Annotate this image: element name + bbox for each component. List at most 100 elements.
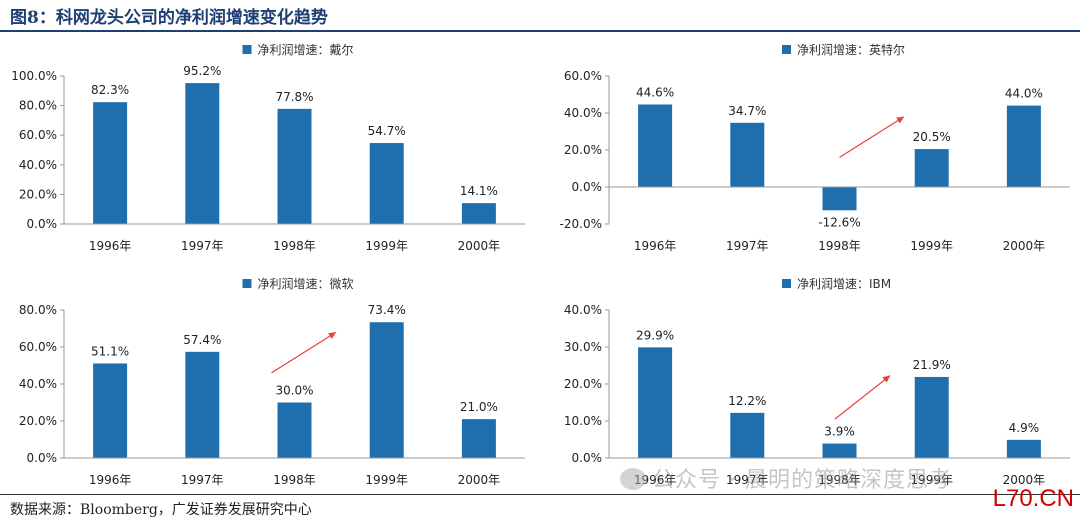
legend-swatch — [782, 45, 791, 54]
legend: 净利润增速：英特尔 — [782, 42, 905, 57]
y-tick-label: -20.0% — [560, 217, 602, 231]
data-label: 34.7% — [728, 104, 766, 118]
y-tick-label: 60.0% — [19, 340, 57, 354]
legend: 净利润增速：戴尔 — [242, 42, 354, 57]
bar — [1006, 439, 1041, 458]
data-label: 14.1% — [460, 184, 498, 198]
legend-label: 净利润增速：戴尔 — [258, 42, 354, 57]
bar — [277, 402, 312, 458]
chart-dell: 净利润增速：戴尔 0.0% 20.0% 40.0% 60.0% 80.0% 100.0% 82… — [0, 36, 535, 260]
x-tick-label: 1998年 — [818, 473, 861, 487]
x-tick-label: 1999年 — [365, 473, 408, 487]
x-tick-label: 1999年 — [910, 239, 953, 253]
y-tick-label: 40.0% — [564, 106, 602, 120]
y-tick-label: 80.0% — [19, 99, 57, 113]
y-tick-label: 40.0% — [564, 303, 602, 317]
bar — [369, 322, 404, 458]
bar — [461, 203, 496, 224]
x-tick-label: 1997年 — [726, 239, 769, 253]
trend-arrow-head — [896, 116, 905, 124]
bar — [369, 143, 404, 224]
data-label: 57.4% — [183, 333, 221, 347]
bar — [1006, 105, 1041, 187]
bar — [185, 83, 220, 224]
bar — [822, 443, 857, 458]
legend: 净利润增速：微软 — [242, 277, 354, 291]
data-label: 3.9% — [824, 425, 855, 439]
y-tick-label: 60.0% — [19, 128, 57, 142]
bar — [461, 419, 496, 458]
bar — [914, 149, 949, 187]
title-rule — [0, 30, 1080, 32]
bar — [185, 351, 220, 458]
y-tick-label: 20.0% — [19, 187, 57, 201]
chart-ibm: 净利润增速：IBM 0.0% 10.0% 20.0% 30.0% 40.0% 29.9% 12… — [545, 270, 1080, 494]
y-tick-label: 10.0% — [564, 414, 602, 428]
source-note: 数据来源：Bloomberg，广发证券发展研究中心 — [10, 502, 312, 518]
wechat-icon — [620, 468, 646, 490]
data-label: 30.0% — [275, 384, 313, 398]
x-tick-label: 1996年 — [634, 239, 677, 253]
x-tick-label: 2000年 — [458, 239, 501, 253]
bar — [730, 412, 765, 458]
x-tick-label: 1996年 — [89, 473, 132, 487]
x-tick-label: 2000年 — [458, 473, 501, 487]
trend-arrow-shaft — [834, 375, 891, 420]
data-label: 95.2% — [183, 64, 221, 78]
data-label: 82.3% — [91, 83, 129, 97]
x-tick-label: 1997年 — [181, 473, 224, 487]
bar — [93, 363, 128, 458]
data-label: 21.9% — [913, 358, 951, 372]
y-tick-label: 20.0% — [19, 414, 57, 428]
site-mark: L70.CN — [992, 485, 1074, 512]
trend-arrow-head — [882, 375, 891, 383]
y-tick-label: 40.0% — [19, 377, 57, 391]
watermark: 公众号 · 晨明的策略深度思考 — [620, 462, 952, 494]
data-label: 29.9% — [636, 328, 674, 342]
legend-swatch — [782, 279, 791, 288]
x-tick-label: 1997年 — [726, 473, 769, 487]
x-tick-label: 1998年 — [818, 239, 861, 253]
bar — [730, 122, 765, 187]
y-tick-label: 0.0% — [572, 451, 603, 465]
legend: 净利润增速：IBM — [782, 277, 891, 291]
x-tick-label: 2000年 — [1003, 239, 1046, 253]
data-label: 77.8% — [275, 90, 313, 104]
trend-arrow — [271, 331, 337, 374]
data-label: 54.7% — [368, 124, 406, 138]
x-tick-label: 1999年 — [365, 239, 408, 253]
chart-svg: 净利润增速：IBM 0.0% 10.0% 20.0% 30.0% 40.0% 29.9% 12… — [564, 277, 1070, 487]
x-tick-label: 1999年 — [910, 473, 953, 487]
data-label: 21.0% — [460, 400, 498, 414]
x-tick-label: 1996年 — [89, 239, 132, 253]
legend-swatch — [242, 279, 252, 288]
chart-svg: 净利润增速：微软 0.0% 20.0% 40.0% 60.0% 80.0% 51.1% 57.… — [19, 277, 525, 487]
bar — [277, 108, 312, 224]
data-label: -12.6% — [818, 215, 860, 229]
trend-arrow-shaft — [839, 116, 905, 158]
y-tick-label: 30.0% — [564, 340, 602, 354]
legend-label: 净利润增速：英特尔 — [797, 42, 905, 57]
data-label: 20.5% — [913, 130, 951, 144]
legend-swatch — [242, 45, 252, 54]
legend-label: 净利润增速：IBM — [797, 277, 891, 291]
data-label: 51.1% — [91, 344, 129, 358]
y-tick-label: 40.0% — [19, 158, 57, 172]
figure-title: 图8：科网龙头公司的净利润增速变化趋势 — [10, 8, 328, 28]
x-tick-label: 1998年 — [273, 239, 316, 253]
chart-svg: 净利润增速：戴尔 0.0% 20.0% 40.0% 60.0% 80.0% 100.0% 82… — [11, 42, 525, 253]
y-tick-label: 60.0% — [564, 69, 602, 83]
bar — [638, 347, 673, 458]
chart-svg: 净利润增速：英特尔 -20.0% 0.0% 20.0% 40.0% 60.0% 44.6% 3… — [560, 42, 1070, 253]
chart-microsoft: 净利润增速：微软 0.0% 20.0% 40.0% 60.0% 80.0% 51.1% 57.… — [0, 270, 535, 494]
y-tick-label: 0.0% — [27, 217, 58, 231]
bar — [93, 102, 128, 224]
legend-label: 净利润增速：微软 — [258, 277, 354, 291]
x-tick-label: 1998年 — [273, 473, 316, 487]
trend-arrow — [834, 375, 891, 420]
bar — [638, 104, 673, 187]
x-tick-label: 2000年 — [1003, 473, 1046, 487]
bar — [914, 376, 949, 458]
y-tick-label: 100.0% — [11, 69, 57, 83]
bottom-rule — [0, 494, 1080, 495]
